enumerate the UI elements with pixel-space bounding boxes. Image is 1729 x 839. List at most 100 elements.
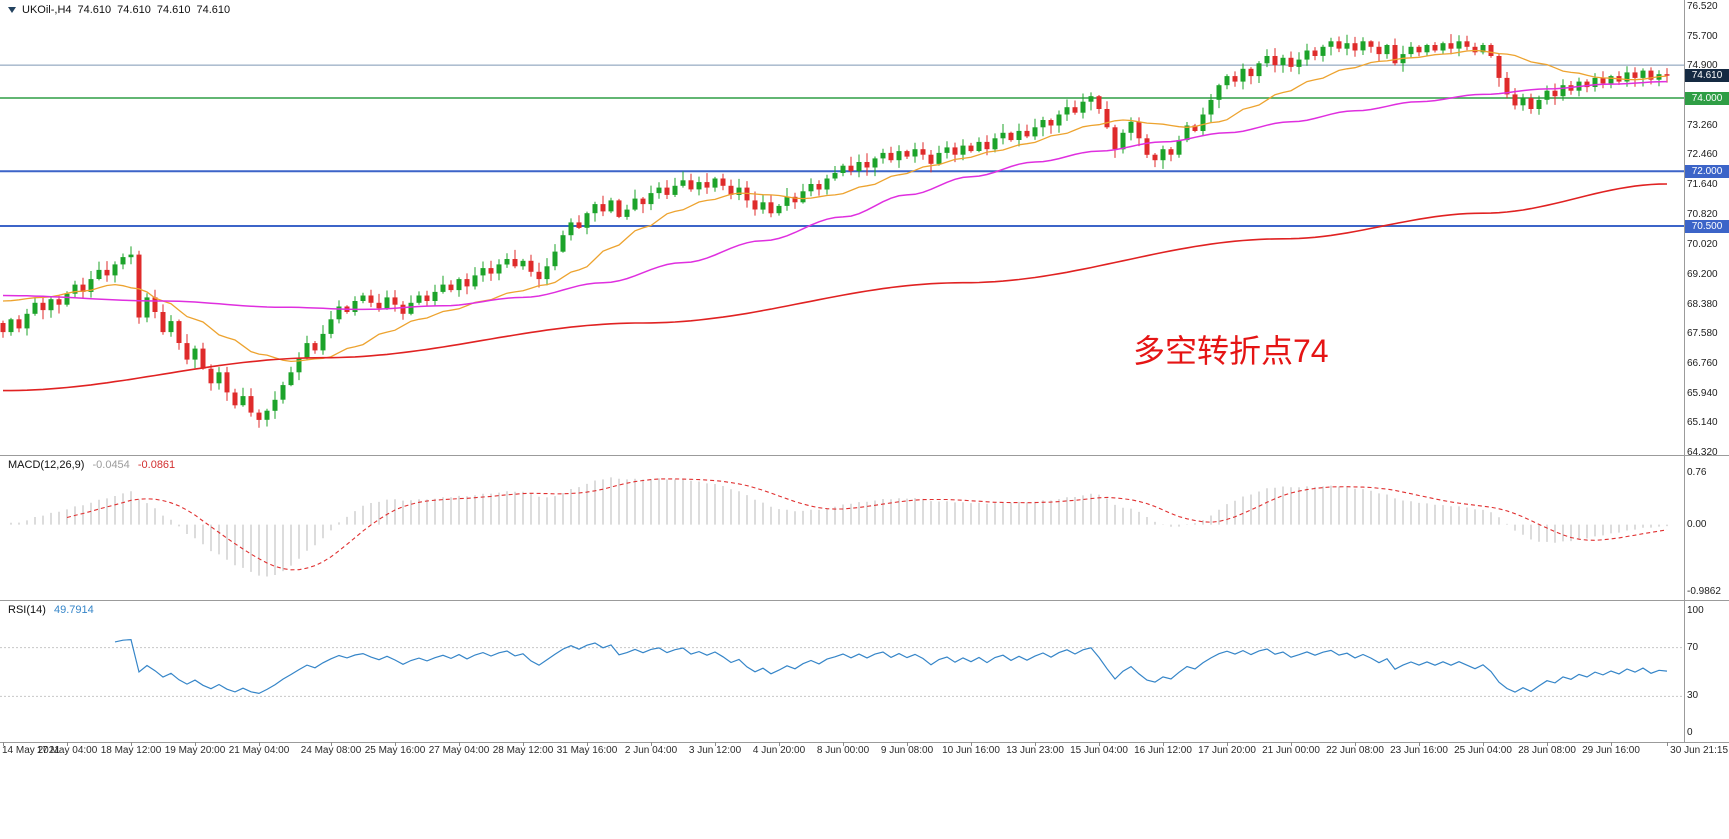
time-axis-tick [331, 742, 332, 746]
time-axis-divider [0, 742, 1729, 743]
rsi-canvas[interactable] [0, 601, 1684, 742]
price-axis-label: 76.520 [1687, 0, 1718, 12]
time-axis-label: 10 Jun 16:00 [942, 745, 1000, 756]
time-axis-tick [1099, 742, 1100, 746]
time-axis-tick [1611, 742, 1612, 746]
macd-panel [0, 456, 1684, 605]
rsi-axis-label: 100 [1687, 605, 1704, 616]
time-axis-tick [587, 742, 588, 746]
price-axis-label: 67.580 [1687, 327, 1718, 339]
time-axis-tick [1547, 742, 1548, 746]
time-axis-tick [1227, 742, 1228, 746]
time-axis-tick [1163, 742, 1164, 746]
price-axis-divider [1684, 0, 1685, 742]
time-axis-label: 4 Jun 20:00 [752, 745, 806, 756]
time-axis-label: 3 Jun 12:00 [688, 745, 742, 756]
time-axis-tick [3, 742, 4, 746]
time-axis-tick [1355, 742, 1356, 746]
price-axis-label: 74.900 [1687, 60, 1718, 72]
level-price-tag: 72.000 [1685, 164, 1729, 178]
price-axis-label: 64.320 [1687, 447, 1718, 459]
time-axis-label: 31 May 16:00 [556, 745, 618, 756]
time-axis-tick [459, 742, 460, 746]
chart-symbol-period: UKOil-,H4 [22, 4, 72, 16]
macd-label: MACD(12,26,9) [8, 459, 85, 471]
price-axis-label: 70.820 [1687, 209, 1718, 221]
time-axis-label: 24 May 08:00 [300, 745, 362, 756]
macd-axis-label: -0.9862 [1687, 585, 1721, 597]
level-price-tag: 70.500 [1685, 219, 1729, 233]
time-axis-label: 23 Jun 16:00 [1390, 745, 1448, 756]
time-axis-label: 17 May 04:00 [36, 745, 98, 756]
time-axis-label: 21 Jun 00:00 [1262, 745, 1320, 756]
time-axis-label: 15 Jun 04:00 [1070, 745, 1128, 756]
candlesticks [0, 34, 1670, 428]
time-axis-tick [971, 742, 972, 746]
time-axis-tick [195, 742, 196, 746]
price-axis-label: 72.460 [1687, 149, 1718, 161]
time-axis-label: 25 May 16:00 [364, 745, 426, 756]
price-chart-panel [0, 0, 1684, 455]
price-axis-label: 66.760 [1687, 357, 1718, 369]
ma-fast-orange [2, 49, 1668, 363]
price-axis-label: 73.260 [1687, 120, 1718, 132]
rsi-line [114, 638, 1668, 695]
time-axis-tick [259, 742, 260, 746]
time-axis-tick [651, 742, 652, 746]
time-axis-label: 8 Jun 00:00 [816, 745, 870, 756]
time-axis-label: 16 Jun 12:00 [1134, 745, 1192, 756]
price-axis-label: 68.380 [1687, 298, 1718, 310]
rsi-value: 49.7914 [53, 604, 94, 616]
price-axis-label: 69.200 [1687, 268, 1718, 280]
time-axis-tick [715, 742, 716, 746]
time-axis-tick [1035, 742, 1036, 746]
rsi-axis-label: 0 [1687, 727, 1693, 738]
time-axis-tick [131, 742, 132, 746]
time-axis-label: 13 Jun 23:00 [1006, 745, 1064, 756]
time-axis-tick [1419, 742, 1420, 746]
time-axis-label: 14 May 2021 [2, 745, 60, 756]
price-chart-canvas[interactable] [0, 0, 1684, 455]
rsi-label-row: RSI(14) 49.7914 [8, 604, 99, 616]
macd-signal-value: -0.0861 [137, 459, 176, 471]
time-axis-tick [1667, 742, 1668, 746]
time-axis-tick [67, 742, 68, 746]
time-axis-tick [395, 742, 396, 746]
time-axis-tick [523, 742, 524, 746]
time-axis-tick [779, 742, 780, 746]
time-axis-label: 19 May 20:00 [164, 745, 226, 756]
time-axis-label: 28 Jun 08:00 [1518, 745, 1576, 756]
rsi-label: RSI(14) [8, 604, 46, 616]
time-axis-label: 2 Jun 04:00 [624, 745, 678, 756]
time-axis-tick [1291, 742, 1292, 746]
time-axis-tick [1483, 742, 1484, 746]
ohlc-open: 74.610 [77, 4, 112, 16]
current-price-tag: 74.610 [1685, 69, 1729, 83]
price-axis-label: 75.700 [1687, 30, 1718, 42]
time-axis-label: 21 May 04:00 [228, 745, 290, 756]
price-axis-label: 71.640 [1687, 179, 1718, 191]
annotation-text: 多空转折点74 [1133, 333, 1329, 369]
time-axis-label: 25 Jun 04:00 [1454, 745, 1512, 756]
macd-label-row: MACD(12,26,9) -0.0454 -0.0861 [8, 459, 180, 471]
ma-slow-red [3, 183, 1668, 392]
ma-mid-magenta [2, 80, 1668, 311]
ohlc-high: 74.610 [117, 4, 151, 16]
time-axis-label: 27 May 04:00 [428, 745, 490, 756]
macd-canvas[interactable] [0, 456, 1684, 600]
rsi-panel [0, 601, 1684, 747]
price-axis-label: 65.140 [1687, 417, 1718, 429]
price-macd-divider [0, 455, 1729, 456]
time-axis-label: 28 May 12:00 [492, 745, 554, 756]
macd-axis-label: 0.00 [1687, 518, 1707, 530]
time-axis-label: 29 Jun 16:00 [1582, 745, 1640, 756]
time-axis-label: 18 May 12:00 [100, 745, 162, 756]
rsi-axis-label: 30 [1687, 690, 1699, 702]
chart-title: UKOil-,H4 74.610 74.610 74.610 74.610 [8, 4, 230, 16]
ohlc-close: 74.610 [196, 4, 231, 16]
macd-rsi-divider [0, 600, 1729, 601]
level-price-tag: 74.000 [1685, 91, 1729, 105]
time-axis-tick [843, 742, 844, 746]
ohlc-low: 74.610 [156, 4, 191, 16]
